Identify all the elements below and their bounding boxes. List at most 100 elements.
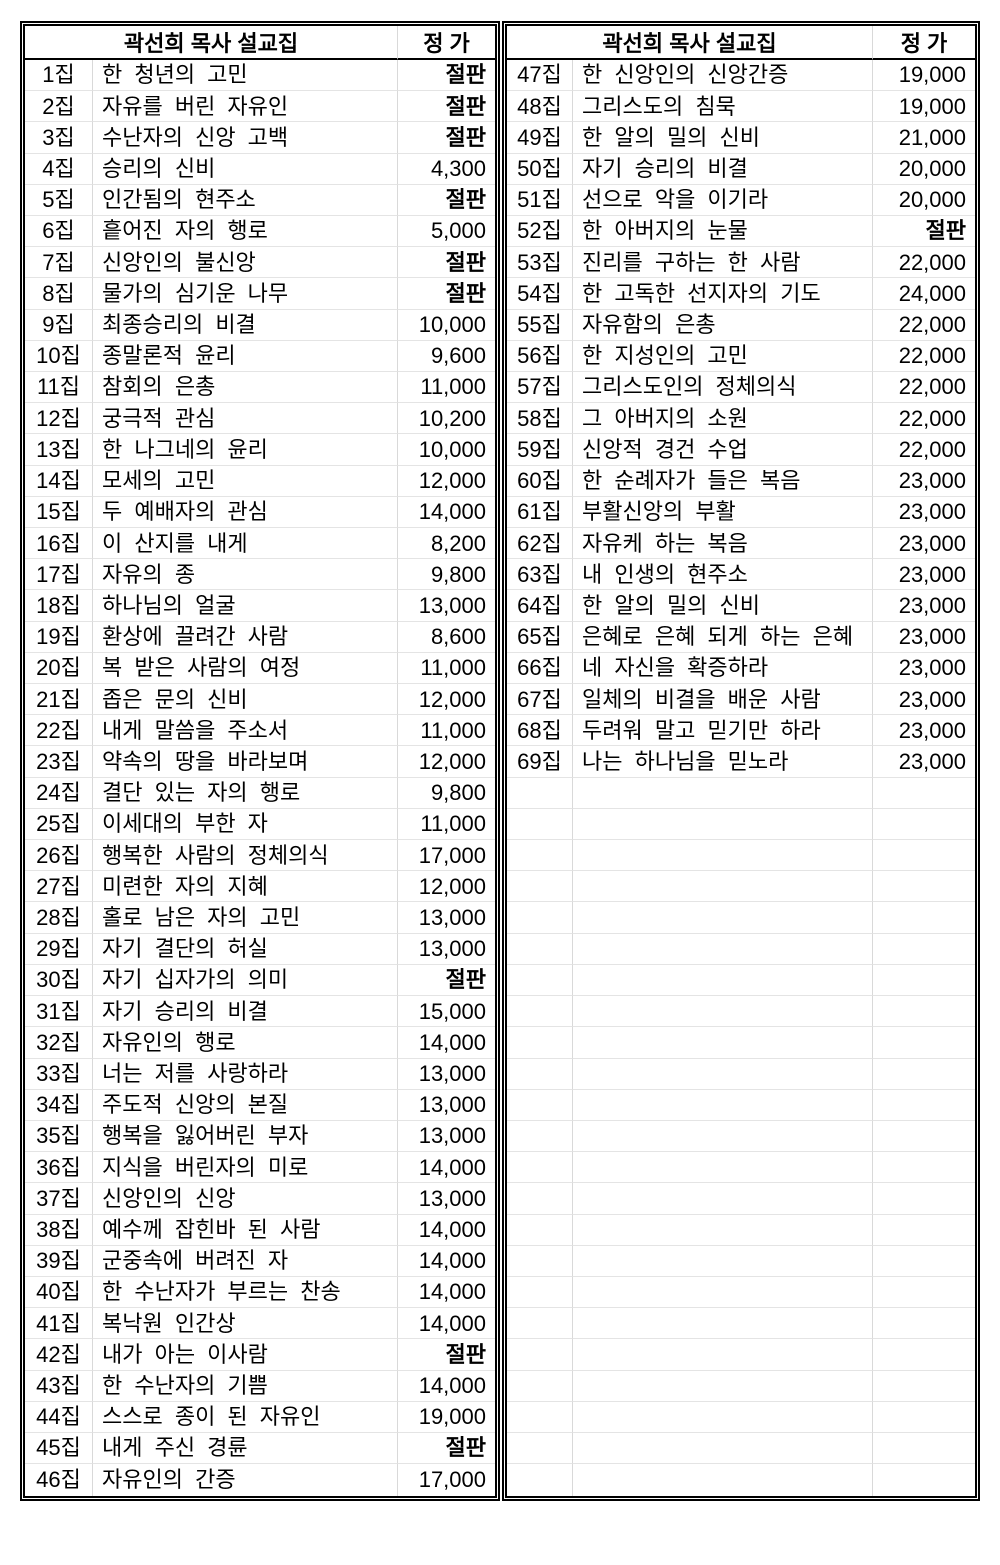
price-cell bbox=[873, 1246, 975, 1277]
volume-number-cell: 2집 bbox=[25, 91, 93, 123]
price-cell: 14,000 bbox=[398, 1027, 495, 1059]
price-cell bbox=[873, 1121, 975, 1153]
volume-number-cell bbox=[507, 933, 573, 965]
empty-row bbox=[507, 1432, 975, 1465]
price-cell: 21,000 bbox=[873, 122, 975, 154]
price-cell: 9,800 bbox=[398, 559, 495, 591]
volume-number-cell bbox=[507, 840, 573, 872]
volume-number-cell: 42집 bbox=[25, 1339, 93, 1371]
book-title-cell bbox=[573, 1339, 873, 1371]
book-title-cell: 선으로 악을 이기라 bbox=[573, 184, 873, 217]
table-row: 67집 일체의 비결을 배운 사람 23,000 bbox=[507, 684, 975, 716]
volume-number-cell: 41집 bbox=[25, 1308, 93, 1340]
table-row: 62집 자유케 하는 복음 23,000 bbox=[507, 528, 975, 560]
table-row: 2집 자유를 버린 자유인 절판 bbox=[25, 91, 495, 123]
book-title-cell: 내게 말씀을 주소서 bbox=[93, 715, 398, 747]
table-row: 69집 나는 하나님을 믿노라 23,000 bbox=[507, 746, 975, 778]
book-title-cell: 결단 있는 자의 행로 bbox=[93, 777, 398, 809]
table-row: 18집 하나님의 얼굴 13,000 bbox=[25, 590, 495, 622]
volume-number-cell: 20집 bbox=[25, 652, 93, 685]
table-row: 42집 내가 아는 이사람 절판 bbox=[25, 1339, 495, 1371]
empty-row bbox=[507, 996, 975, 1028]
book-title-cell bbox=[573, 964, 873, 997]
price-cell: 9,600 bbox=[398, 341, 495, 373]
book-title-cell bbox=[573, 1089, 873, 1121]
price-cell: 19,000 bbox=[873, 91, 975, 123]
book-title-cell: 한 알의 밀의 신비 bbox=[573, 122, 873, 154]
volume-number-cell: 32집 bbox=[25, 1027, 93, 1059]
book-title-cell: 예수께 잡힌바 된 사람 bbox=[93, 1214, 398, 1246]
price-cell: 20,000 bbox=[873, 185, 975, 217]
volume-number-cell: 61집 bbox=[507, 496, 573, 529]
table-row: 14집 모세의 고민 12,000 bbox=[25, 465, 495, 497]
price-cell: 절판 bbox=[398, 122, 495, 154]
price-cell: 14,000 bbox=[398, 497, 495, 529]
table-row: 30집 자기 십자가의 의미 절판 bbox=[25, 964, 495, 997]
price-cell bbox=[873, 778, 975, 809]
table-row: 28집 홀로 남은 자의 고민 13,000 bbox=[25, 902, 495, 934]
book-title-cell: 수난자의 신앙 고백 bbox=[93, 122, 398, 154]
price-cell: 8,600 bbox=[398, 622, 495, 653]
price-cell: 10,000 bbox=[398, 310, 495, 341]
book-title-cell: 한 순례자가 들은 복음 bbox=[573, 465, 873, 497]
volume-number-cell: 66집 bbox=[507, 652, 573, 685]
volume-number-cell bbox=[507, 1339, 573, 1371]
price-cell: 15,000 bbox=[398, 996, 495, 1028]
price-cell: 14,000 bbox=[398, 1277, 495, 1309]
price-cell: 14,000 bbox=[398, 1215, 495, 1246]
price-cell: 절판 bbox=[398, 1339, 495, 1371]
book-title-cell: 약속의 땅을 바라보며 bbox=[93, 746, 398, 778]
price-cell: 11,000 bbox=[398, 372, 495, 404]
table-body: 1집 한 청년의 고민 절판 2집 자유를 버린 자유인 절판 3집 수난자의 신앙 고백 절판… bbox=[25, 60, 495, 1496]
price-cell bbox=[873, 965, 975, 997]
book-title-cell bbox=[573, 1464, 873, 1496]
empty-row bbox=[507, 871, 975, 903]
empty-row bbox=[507, 1089, 975, 1121]
price-cell bbox=[873, 902, 975, 934]
volume-number-cell bbox=[507, 1245, 573, 1277]
volume-number-cell: 23집 bbox=[25, 746, 93, 778]
empty-row bbox=[507, 1339, 975, 1371]
price-cell bbox=[873, 1215, 975, 1246]
book-title-cell: 진리를 구하는 한 사람 bbox=[573, 247, 873, 279]
book-title-cell: 모세의 고민 bbox=[93, 465, 398, 497]
table-row: 64집 한 알의 밀의 신비 23,000 bbox=[507, 590, 975, 622]
table-row: 60집 한 순례자가 들은 복음 23,000 bbox=[507, 465, 975, 497]
book-title-cell bbox=[573, 1058, 873, 1090]
volume-number-cell: 40집 bbox=[25, 1276, 93, 1309]
book-title-cell: 이세대의 부한 자 bbox=[93, 808, 398, 841]
price-cell: 23,000 bbox=[873, 590, 975, 622]
book-title-cell: 두 예배자의 관심 bbox=[93, 496, 398, 529]
book-title-cell: 한 수난자의 기쁨 bbox=[93, 1370, 398, 1402]
empty-row bbox=[507, 1401, 975, 1433]
table-row: 46집 자유인의 간증 17,000 bbox=[25, 1464, 495, 1496]
price-cell bbox=[873, 1464, 975, 1496]
table-row: 61집 부활신앙의 부활 23,000 bbox=[507, 496, 975, 529]
volume-number-cell: 45집 bbox=[25, 1432, 93, 1465]
book-title-cell: 한 아버지의 눈물 bbox=[573, 216, 873, 248]
price-cell: 14,000 bbox=[398, 1308, 495, 1340]
price-cell: 22,000 bbox=[873, 310, 975, 341]
price-cell: 23,000 bbox=[873, 497, 975, 529]
volume-number-cell: 48집 bbox=[507, 91, 573, 123]
volume-number-cell: 51집 bbox=[507, 184, 573, 217]
book-title-cell: 스스로 종이 된 자유인 bbox=[93, 1401, 398, 1433]
volume-number-cell: 24집 bbox=[25, 777, 93, 809]
price-cell: 23,000 bbox=[873, 528, 975, 560]
price-cell: 22,000 bbox=[873, 341, 975, 373]
table-row: 23집 약속의 땅을 바라보며 12,000 bbox=[25, 746, 495, 778]
price-cell: 8,200 bbox=[398, 528, 495, 560]
book-title-cell: 한 알의 밀의 신비 bbox=[573, 590, 873, 622]
table-row: 37집 신앙인의 신앙 13,000 bbox=[25, 1183, 495, 1215]
book-title-cell bbox=[573, 1152, 873, 1184]
table-row: 26집 행복한 사람의 정체의식 17,000 bbox=[25, 840, 495, 872]
volume-number-cell: 8집 bbox=[25, 278, 93, 310]
price-cell: 절판 bbox=[398, 965, 495, 997]
volume-number-cell: 31집 bbox=[25, 996, 93, 1028]
table-row: 59집 신앙적 경건 수업 22,000 bbox=[507, 434, 975, 466]
price-cell: 14,000 bbox=[398, 1152, 495, 1184]
book-title-cell: 나는 하나님을 믿노라 bbox=[573, 746, 873, 778]
volume-number-cell: 52집 bbox=[507, 216, 573, 248]
table-row: 25집 이세대의 부한 자 11,000 bbox=[25, 808, 495, 841]
